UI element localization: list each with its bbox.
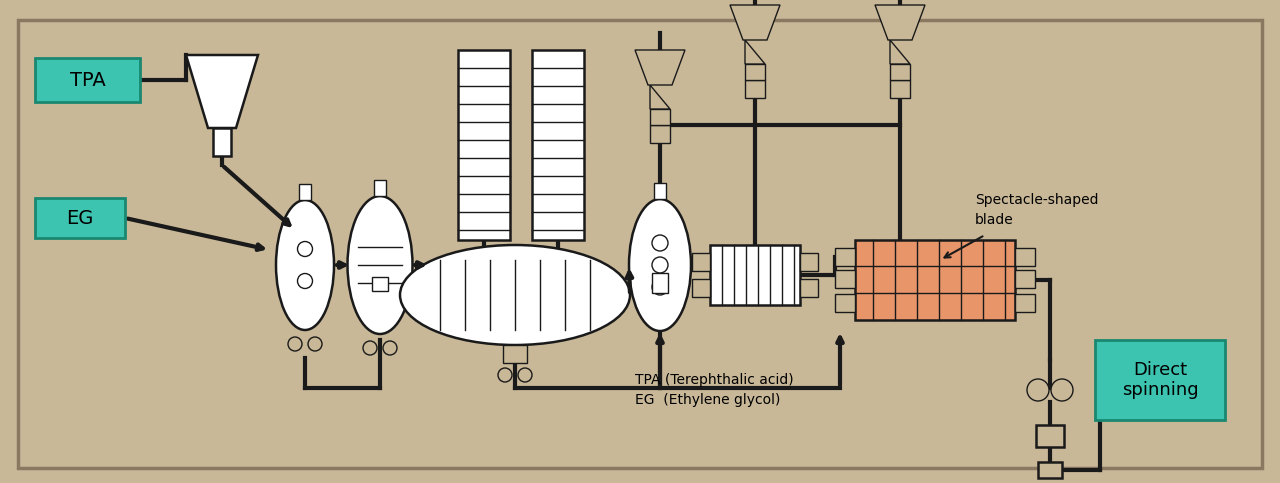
Ellipse shape [297,242,312,256]
Bar [890,80,910,98]
Ellipse shape [652,279,668,295]
Bar [835,294,855,312]
Text: Direct
spinning: Direct spinning [1121,361,1198,399]
Ellipse shape [276,200,334,330]
Bar [745,64,765,80]
Ellipse shape [1027,379,1050,401]
Bar [692,253,710,271]
Text: Spectacle-shaped
blade: Spectacle-shaped blade [975,193,1098,227]
Bar [692,279,710,297]
Ellipse shape [383,341,397,355]
Bar [835,270,855,288]
Polygon shape [186,55,259,128]
Bar [1038,462,1062,478]
Ellipse shape [347,196,412,334]
Bar [300,184,311,200]
Text: EG  (Ethylene glycol): EG (Ethylene glycol) [635,393,781,407]
Bar [650,125,669,143]
Bar [654,183,666,199]
Bar [503,345,527,363]
Text: TPA (Terephthalic acid): TPA (Terephthalic acid) [635,373,794,387]
Bar [855,240,1015,320]
Ellipse shape [308,337,323,351]
Text: TPA: TPA [69,71,105,89]
Polygon shape [730,5,780,40]
Ellipse shape [401,245,630,345]
Ellipse shape [518,368,532,382]
Bar [212,128,230,156]
Polygon shape [876,5,925,40]
Bar [35,198,125,238]
Bar [650,109,669,125]
Text: EG: EG [67,209,93,227]
Bar [1036,425,1064,447]
Bar [710,245,800,305]
Bar [1015,270,1036,288]
Ellipse shape [652,257,668,273]
Bar [1015,294,1036,312]
Bar [532,50,584,240]
Ellipse shape [652,235,668,251]
Bar [800,253,818,271]
Bar [1015,248,1036,266]
Bar [458,50,509,240]
Polygon shape [635,50,685,85]
Bar [890,64,910,80]
Bar [835,248,855,266]
Ellipse shape [498,368,512,382]
Bar [745,80,765,98]
Bar [652,273,668,293]
Bar [374,180,387,196]
Bar [1094,340,1225,420]
Ellipse shape [1051,379,1073,401]
Bar [372,277,388,291]
Ellipse shape [364,341,378,355]
Polygon shape [745,40,765,64]
Ellipse shape [628,199,691,331]
Polygon shape [890,40,910,64]
Ellipse shape [288,337,302,351]
Ellipse shape [297,273,312,288]
Polygon shape [650,85,669,109]
Bar [800,279,818,297]
Bar [35,58,140,102]
